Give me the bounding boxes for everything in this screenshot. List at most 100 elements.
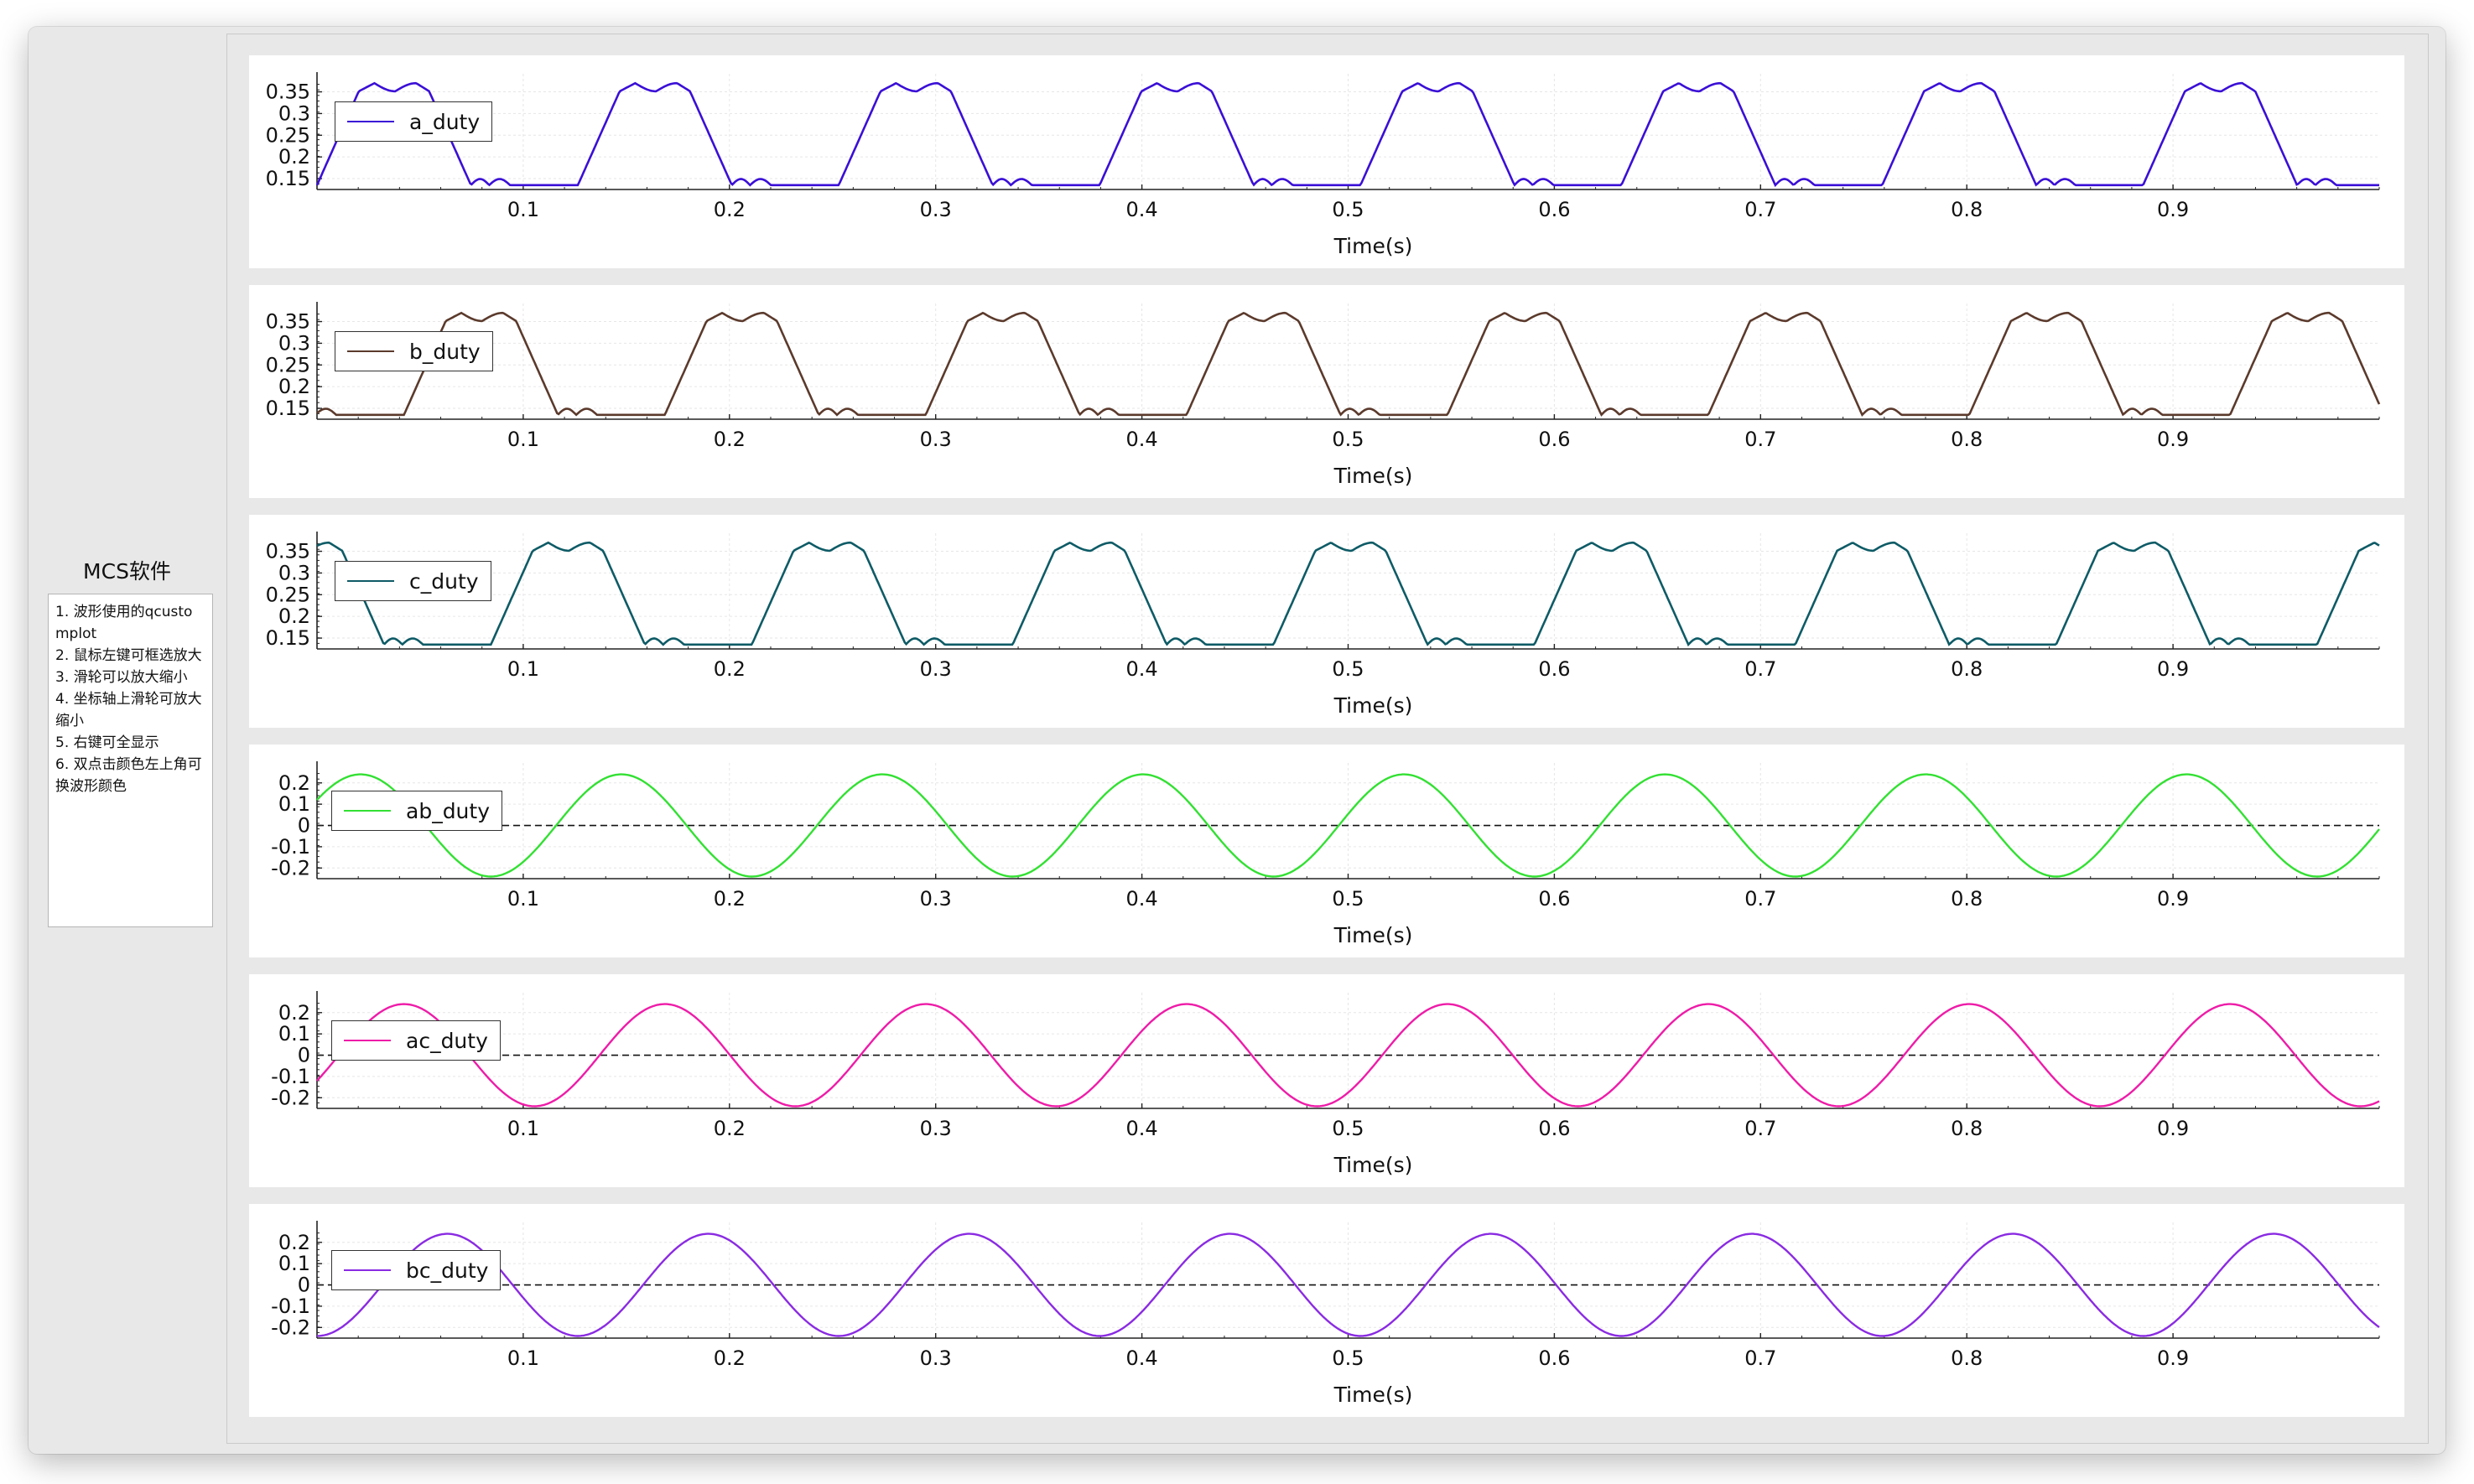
x-tick-label: 0.2 <box>714 887 746 911</box>
legend-box[interactable]: ac_duty <box>331 1020 501 1061</box>
legend-color-swatch[interactable] <box>347 350 394 352</box>
x-tick-label: 0.6 <box>1538 428 1570 451</box>
legend-color-swatch[interactable] <box>347 121 394 122</box>
plot-panel[interactable]: 0.2 0.1 0 -0.1 -0.2 0.1 0.2 0.3 0.4 0.5 0.6 0.7 0.8 0… <box>249 1204 2404 1417</box>
y-tick-label: 0.3 <box>278 101 310 125</box>
x-tick-label: 0.3 <box>920 1346 952 1370</box>
x-tick-label: 0.5 <box>1332 1346 1364 1370</box>
grid <box>317 74 2379 189</box>
x-tick-label: 0.9 <box>2157 1117 2189 1140</box>
legend-label: c_duty <box>409 568 479 594</box>
y-tick-label: 0.15 <box>266 167 310 190</box>
legend-color-swatch[interactable] <box>344 1040 391 1041</box>
plot-canvas[interactable]: 0.20.10-0.1-0.20.1 0.2 0.3 0.4 0.5 0.6 0.7 0.8 0… <box>249 974 2404 1187</box>
plot-canvas[interactable]: 0.150.20.250.30.350.1 0.2 0.3 0.4 0.5 0.6 0.7 0… <box>249 285 2404 498</box>
x-axis-title: Time(s) <box>1333 234 1413 258</box>
x-tick-label: 0.6 <box>1538 887 1570 911</box>
x-tick-label: 0.8 <box>1951 1346 1983 1370</box>
legend-box[interactable]: ab_duty <box>331 791 502 831</box>
legend-box[interactable]: c_duty <box>335 561 491 601</box>
series-line[interactable] <box>316 1003 2380 1108</box>
note-item: 4. 坐标轴上滑轮可放大缩小 <box>55 691 202 729</box>
y-tick-label: 0.15 <box>266 397 310 420</box>
y-tick-label: -0.1 <box>271 1295 310 1318</box>
x-tick-label: 0.3 <box>920 198 952 221</box>
y-tick-label: -0.1 <box>271 1065 310 1088</box>
notes-panel[interactable]: 1. 波形使用的qcustomplot 2. 鼠标左键可框选放大 3. 滑轮可以… <box>48 594 213 927</box>
plot-canvas[interactable]: 0.20.10-0.1-0.20.1 0.2 0.3 0.4 0.5 0.6 0.7 0.8 0… <box>249 1204 2404 1417</box>
x-tick-label: 0.6 <box>1538 657 1570 681</box>
y-tick-label: 0 <box>298 1274 310 1297</box>
x-tick-label: 0.9 <box>2157 1346 2189 1370</box>
legend-color-swatch[interactable] <box>344 1269 391 1271</box>
y-tick-label: 0.2 <box>278 145 310 169</box>
note-item: 2. 鼠标左键可框选放大 <box>55 647 202 664</box>
x-tick-label: 0.4 <box>1126 198 1158 221</box>
note-item: 3. 滑轮可以放大缩小 <box>55 669 188 686</box>
legend-label: a_duty <box>409 109 481 134</box>
grid <box>317 993 2379 1108</box>
legend-box[interactable]: bc_duty <box>331 1250 502 1290</box>
x-tick-label: 0.5 <box>1332 1117 1364 1140</box>
legend-label: ab_duty <box>406 798 490 823</box>
series-line[interactable] <box>316 1232 2380 1337</box>
y-tick-label: 0.2 <box>278 375 310 398</box>
legend-box[interactable]: a_duty <box>335 101 493 142</box>
plot-panel[interactable]: 0.15 0.2 0.25 0.3 0.35 0.1 0.2 0.3 0.4 0.5 0.6 0.7 0… <box>249 55 2404 268</box>
x-tick-label: 0.4 <box>1126 657 1158 681</box>
y-tick-label: 0.1 <box>278 792 310 816</box>
note-item: 5. 右键可全显示 <box>55 734 159 751</box>
x-tick-label: 0.1 <box>507 428 539 451</box>
plot-panel[interactable]: 0.15 0.2 0.25 0.3 0.35 0.1 0.2 0.3 0.4 0.5 0.6 0.7 0… <box>249 285 2404 498</box>
legend-box[interactable]: b_duty <box>335 331 493 371</box>
x-tick-label: 0.7 <box>1744 887 1776 911</box>
x-tick-label: 0.7 <box>1744 198 1776 221</box>
grid <box>317 1222 2379 1338</box>
x-tick-label: 0.8 <box>1951 198 1983 221</box>
x-tick-label: 0.6 <box>1538 1346 1570 1370</box>
note-item: 6. 双点击颜色左上角可换波形颜色 <box>55 756 202 795</box>
legend-color-swatch[interactable] <box>347 580 394 582</box>
y-tick-label: 0.35 <box>266 80 310 104</box>
y-tick-label: -0.2 <box>271 856 310 880</box>
x-tick-label: 0.1 <box>507 1117 539 1140</box>
series-line[interactable] <box>316 541 2380 647</box>
y-tick-label: -0.1 <box>271 835 310 859</box>
sidebar-title: MCS软件 <box>83 559 171 584</box>
series-line[interactable] <box>315 81 2379 188</box>
note-item: 1. 波形使用的qcustomplot <box>55 604 193 642</box>
series-line[interactable] <box>316 311 2381 418</box>
x-tick-label: 0.1 <box>507 1346 539 1370</box>
x-tick-label: 0.8 <box>1951 428 1983 451</box>
y-tick-label: 0.3 <box>278 561 310 584</box>
x-tick-label: 0.4 <box>1126 428 1158 451</box>
x-tick-label: 0.7 <box>1744 657 1776 681</box>
legend-label: ac_duty <box>406 1028 488 1053</box>
x-tick-label: 0.5 <box>1332 198 1364 221</box>
x-tick-label: 0.6 <box>1538 1117 1570 1140</box>
x-tick-label: 0.4 <box>1126 1117 1158 1140</box>
x-tick-label: 0.5 <box>1332 887 1364 911</box>
y-tick-label: 0.2 <box>278 1231 310 1254</box>
x-tick-label: 0.3 <box>920 428 952 451</box>
y-tick-label: -0.2 <box>271 1315 310 1339</box>
x-tick-label: 0.4 <box>1126 1346 1158 1370</box>
plot-canvas[interactable]: 0.20.10-0.1-0.20.1 0.2 0.3 0.4 0.5 0.6 0.7 0.8 0… <box>249 745 2404 957</box>
x-tick-label: 0.5 <box>1332 657 1364 681</box>
y-tick-label: 0.25 <box>266 583 310 606</box>
plot-canvas[interactable]: 0.150.20.250.30.350.1 0.2 0.3 0.4 0.5 0.6 0.7 0… <box>249 55 2404 268</box>
x-tick-label: 0.4 <box>1126 887 1158 911</box>
series-line[interactable] <box>316 773 2380 878</box>
plot-panel[interactable]: 0.15 0.2 0.25 0.3 0.35 0.1 0.2 0.3 0.4 0.5 0.6 0.7 0… <box>249 515 2404 728</box>
x-tick-label: 0.8 <box>1951 1117 1983 1140</box>
plot-canvas[interactable]: 0.150.20.250.30.350.1 0.2 0.3 0.4 0.5 0.6 0.7 0… <box>249 515 2404 728</box>
grid <box>317 304 2379 419</box>
x-tick-label: 0.7 <box>1744 1346 1776 1370</box>
plot-panel[interactable]: 0.2 0.1 0 -0.1 -0.2 0.1 0.2 0.3 0.4 0.5 0.6 0.7 0.8 0… <box>249 745 2404 957</box>
y-tick-label: 0.35 <box>266 310 310 334</box>
x-tick-label: 0.3 <box>920 657 952 681</box>
plot-panel[interactable]: 0.2 0.1 0 -0.1 -0.2 0.1 0.2 0.3 0.4 0.5 0.6 0.7 0.8 0… <box>249 974 2404 1187</box>
y-tick-label: 0.35 <box>266 540 310 563</box>
legend-color-swatch[interactable] <box>344 810 391 812</box>
x-axis-title: Time(s) <box>1333 464 1413 488</box>
